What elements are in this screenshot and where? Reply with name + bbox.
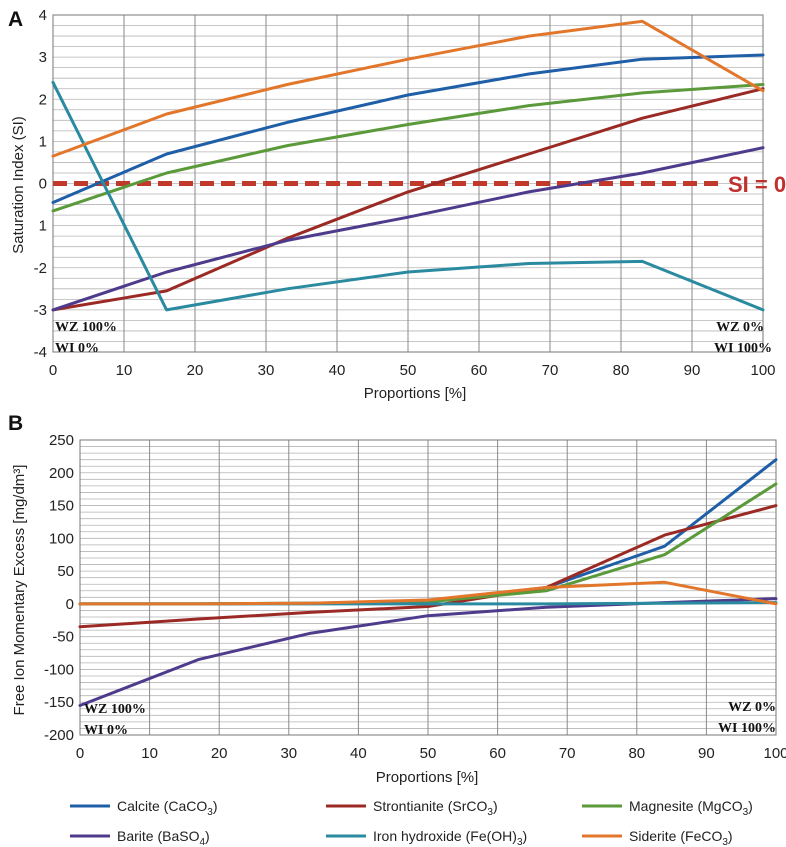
panel-b-y-tick-label: 50: [57, 563, 74, 580]
legend-label-calcite: Calcite (CaCO3): [117, 798, 217, 818]
panel-a-x-tick-label: 70: [542, 362, 559, 379]
panel-a-y-tick-label: -2: [34, 260, 47, 277]
panel-a-y-ticks: -4 -3 -2 1 0 1 2 3 4: [34, 7, 47, 361]
panel-a-x-ticks: 0 10 20 30 40 50 60 70 80 90 100: [49, 362, 776, 379]
panel-b-x-tick-label: 80: [628, 745, 645, 762]
panel-b-y-tick-label: 0: [66, 596, 74, 613]
panel-b-x-tick-label: 0: [76, 745, 84, 762]
panel-a-x-tick-label: 50: [400, 362, 417, 379]
panel-b: B -200 -150 -100 -50 0 50 100 150 200 250 0 10 20 30…: [8, 412, 786, 786]
panel-a-y-tick-label: 1: [39, 218, 47, 235]
panel-b-annotation-left-1: WZ 100%: [84, 702, 146, 717]
panel-b-series-siderite: [78, 580, 778, 606]
legend: Calcite (CaCO3) Strontianite (SrCO3) Magne…: [70, 798, 753, 847]
panel-b-x-tick-label: 20: [211, 745, 228, 762]
panel-b-x-axis-label: Proportions [%]: [376, 769, 479, 786]
panel-b-annotation-right-2: WI 100%: [718, 721, 776, 736]
panel-a-label: A: [8, 8, 23, 31]
panel-b-x-tick-label: 100: [763, 745, 786, 762]
legend-label-iron: Iron hydroxide (Fe(OH)3): [373, 828, 527, 847]
panel-a-x-axis-label: Proportions [%]: [364, 385, 467, 402]
panel-b-y-tick-label: -50: [52, 629, 74, 646]
panel-b-y-tick-label: 150: [49, 498, 74, 515]
panel-b-y-tick-label: 200: [49, 465, 74, 482]
panel-b-y-tick-label: 250: [49, 432, 74, 449]
panel-a-x-tick-label: 80: [613, 362, 630, 379]
panel-a-annotation-left-2: WI 0%: [55, 341, 99, 356]
panel-a-x-tick-label: 30: [258, 362, 275, 379]
panel-b-x-tick-label: 60: [489, 745, 506, 762]
panel-b-y-tick-label: 100: [49, 530, 74, 547]
legend-label-siderite: Siderite (FeCO3): [629, 828, 733, 847]
panel-b-plot-frame: [79, 439, 777, 736]
panel-b-gridlines: [80, 440, 776, 735]
panel-a-annotation-right-1: WZ 0%: [716, 320, 764, 335]
panel-a-x-tick-label: 10: [116, 362, 133, 379]
panel-a-y-tick-label: 1: [39, 133, 47, 150]
panel-a-x-tick-label: 90: [684, 362, 701, 379]
panel-a-x-tick-label: 100: [750, 362, 775, 379]
legend-label-barite: Barite (BaSO4): [117, 828, 210, 847]
panel-a-x-tick-label: 20: [187, 362, 204, 379]
panel-a-annotation-right-2: WI 100%: [714, 341, 772, 356]
panel-a-y-tick-label: 3: [39, 49, 47, 66]
panel-a-y-tick-label: 2: [39, 91, 47, 108]
panel-b-x-tick-label: 40: [350, 745, 367, 762]
panel-a-series-group: [51, 19, 765, 312]
panel-b-x-tick-label: 70: [559, 745, 576, 762]
panel-b-x-tick-label: 50: [420, 745, 437, 762]
legend-label-strontianite: Strontianite (SrCO3): [373, 798, 498, 818]
panel-a-x-tick-label: 0: [49, 362, 57, 379]
panel-a-y-tick-label: 4: [39, 7, 47, 24]
panel-a-series-barite: [51, 146, 765, 312]
panel-b-x-ticks: 0 10 20 30 40 50 60 70 80 90 100: [76, 745, 786, 762]
panel-a-y-tick-label: -4: [34, 344, 47, 361]
panel-b-annotation-right-1: WZ 0%: [728, 700, 776, 715]
panel-b-x-tick-label: 10: [141, 745, 158, 762]
panel-a-si-zero-label: SI = 0: [728, 172, 786, 197]
panel-b-x-tick-label: 90: [698, 745, 715, 762]
panel-b-y-tick-label: -200: [44, 727, 74, 744]
panel-a-y-tick-label: 0: [39, 176, 47, 193]
panel-a-series-strontianite: [51, 87, 765, 312]
panel-b-x-tick-label: 30: [280, 745, 297, 762]
panel-a-series-siderite: [51, 19, 765, 158]
panel-a-x-tick-label: 60: [471, 362, 488, 379]
panel-a-series-iron: [51, 80, 765, 312]
legend-label-magnesite: Magnesite (MgCO3): [629, 798, 753, 818]
panel-b-annotation-left-2: WI 0%: [84, 723, 128, 738]
panel-a-x-tick-label: 40: [329, 362, 346, 379]
panel-b-y-tick-label: -150: [44, 694, 74, 711]
panel-b-y-tick-label: -100: [44, 661, 74, 678]
panel-b-label: B: [8, 412, 23, 435]
panel-b-y-ticks: -200 -150 -100 -50 0 50 100 150 200 250: [44, 432, 74, 744]
panel-b-y-axis-label: Free Ion Momentary Excess [mg/dm³]: [11, 465, 28, 716]
panel-a-y-axis-label: Saturation Index (SI): [10, 116, 27, 254]
panel-b-series-strontianite: [78, 504, 778, 629]
panel-a-annotation-left-1: WZ 100%: [55, 320, 117, 335]
panel-a-series-calcite: [51, 53, 765, 204]
panel-a-series-magnesite: [51, 83, 765, 213]
panel-b-series-group: [78, 458, 778, 707]
panel-a-y-tick-label: -3: [34, 302, 47, 319]
